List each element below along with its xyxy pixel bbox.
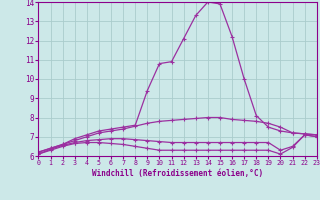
X-axis label: Windchill (Refroidissement éolien,°C): Windchill (Refroidissement éolien,°C): [92, 169, 263, 178]
